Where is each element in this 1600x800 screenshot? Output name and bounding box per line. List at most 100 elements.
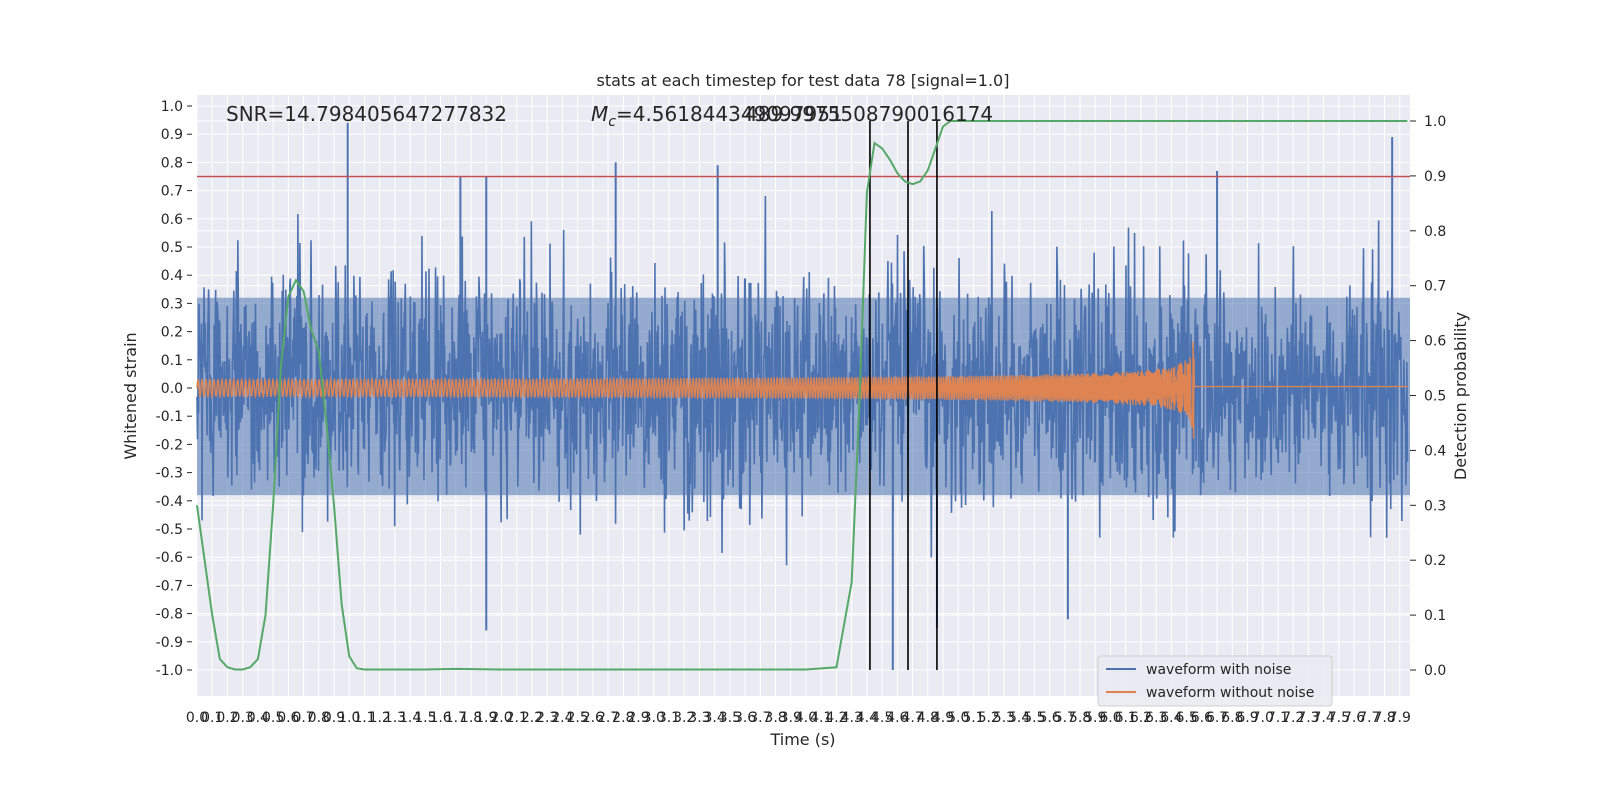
x-tick-label: 6.1	[1115, 710, 1137, 726]
x-tick-label: 4.8	[917, 710, 939, 726]
y2-tick-label: 1.0	[1424, 114, 1446, 130]
y-tick-labels: 1.0 0.9 0.8 0.7 0.6 0.5 0.4 0.3 0.2 0.1 0.0 -0.1 -0.…	[156, 99, 192, 679]
y-tick-label: 0.2	[161, 325, 183, 341]
mc-symbol: M	[591, 102, 608, 126]
y2-tick-label: 0.5	[1424, 389, 1446, 405]
y2-tick-label: 0.4	[1424, 443, 1446, 459]
x-tick-label: 5.6	[1038, 710, 1060, 726]
x-tick-label: 5.4	[1008, 710, 1030, 726]
x-tick-label: 0.9	[323, 710, 345, 726]
y-tick-label: 1.0	[161, 99, 183, 115]
y2-tick-labels: 1.0 0.9 0.8 0.7 0.6 0.5 0.4 0.3 0.2 0.1 0.0	[1410, 114, 1446, 679]
x-tick-label: 2.3	[536, 710, 558, 726]
x-tick-label: 0.5	[262, 710, 284, 726]
x-tick-label: 0.6	[277, 710, 299, 726]
x-tick-label: 3.6	[734, 710, 756, 726]
x-tick-label: 1.2	[369, 710, 391, 726]
y-tick-label: -0.9	[156, 635, 183, 651]
x-tick-label: 4.0	[795, 710, 817, 726]
legend-label-noise: waveform with noise	[1146, 662, 1291, 678]
x-tick-label: 6.8	[1221, 710, 1243, 726]
mc-annotation: Mc=4.561844349097951	[591, 102, 843, 130]
x-tick-label: 2.8	[612, 710, 634, 726]
legend: waveform with noise waveform without noi…	[1097, 655, 1333, 707]
y-tick-label: 0.4	[161, 268, 183, 284]
y-tick-label: 0.9	[161, 127, 183, 143]
x-tick-label: 0.0	[186, 710, 208, 726]
x-tick-label: 1.0	[338, 710, 360, 726]
mc-value: =4.561844349097951	[616, 102, 843, 126]
x-tick-label: 4.5	[871, 710, 893, 726]
x-tick-label: 1.4	[399, 710, 421, 726]
x-tick-label: 3.0	[643, 710, 665, 726]
x-tick-label: 2.2	[521, 710, 543, 726]
x-tick-label: 5.8	[1069, 710, 1091, 726]
x-tick-label: 4.4	[856, 710, 878, 726]
y-tick-label: 0.5	[161, 240, 183, 256]
y-tick-label: -0.6	[156, 550, 183, 566]
series-detection-probability	[196, 120, 1408, 671]
x-tick-label: 5.9	[1084, 710, 1106, 726]
y-tick-label: 0.7	[161, 184, 183, 200]
x-tick-label: 7.4	[1313, 710, 1335, 726]
x-tick-label: 0.3	[232, 710, 254, 726]
x-tick-label: 4.7	[901, 710, 923, 726]
x-tick-label: 7.5	[1328, 710, 1350, 726]
x-tick-label: 1.9	[475, 710, 497, 726]
x-tick-label: 0.8	[308, 710, 330, 726]
x-tick-label: 2.9	[627, 710, 649, 726]
y-tick-label: 0.8	[161, 155, 183, 171]
y-tick-label: 0.1	[161, 353, 183, 369]
y-tick-label: -0.5	[156, 522, 183, 538]
chart-title: stats at each timestep for test data 78 …	[597, 71, 1010, 90]
x-tick-label: 1.1	[353, 710, 375, 726]
x-tick-label: 7.0	[1252, 710, 1274, 726]
x-tick-label: 4.9	[932, 710, 954, 726]
x-tick-label: 6.6	[1191, 710, 1213, 726]
snr-annotation: SNR=14.798405647277832	[226, 102, 507, 126]
y2-tick-label: 0.8	[1424, 224, 1446, 240]
x-tick-label: 7.7	[1358, 710, 1380, 726]
x-tick-label: 6.5	[1175, 710, 1197, 726]
x-tick-label: 2.7	[597, 710, 619, 726]
x-tick-label: 2.5	[566, 710, 588, 726]
x-tick-label: 3.3	[688, 710, 710, 726]
x-tick-label: 7.2	[1282, 710, 1304, 726]
y2-axis-label: Detection probability	[1451, 312, 1470, 480]
x-tick-label: 4.2	[825, 710, 847, 726]
x-tick-label: 3.9	[780, 710, 802, 726]
y-axis-label: Whitened strain	[121, 332, 140, 459]
x-tick-label: 0.7	[292, 710, 314, 726]
x-tick-label: 5.3	[993, 710, 1015, 726]
x-tick-label: 1.6	[429, 710, 451, 726]
x-tick-label: 2.6	[582, 710, 604, 726]
x-tick-label: 0.2	[216, 710, 238, 726]
y-tick-label: -0.7	[156, 578, 183, 594]
x-tick-label: 2.0	[490, 710, 512, 726]
x-tick-label: 3.8	[764, 710, 786, 726]
x-tick-label: 7.9	[1389, 710, 1411, 726]
x-tick-label: 0.4	[247, 710, 269, 726]
x-tick-label: 4.1	[810, 710, 832, 726]
y-tick-label: -0.4	[156, 494, 183, 510]
y-tick-label: -1.0	[156, 663, 183, 679]
x-tick-label: 4.3	[841, 710, 863, 726]
x-tick-label: 1.8	[460, 710, 482, 726]
y2-tick-label: 0.6	[1424, 334, 1446, 350]
x-tick-label: 7.8	[1373, 710, 1395, 726]
y2-tick-label: 0.7	[1424, 279, 1446, 295]
y2-tick-label: 0.2	[1424, 553, 1446, 569]
y2-tick-label: 0.9	[1424, 169, 1446, 185]
x-tick-label: 1.5	[414, 710, 436, 726]
y-tick-label: -0.8	[156, 607, 183, 623]
y2-tick-label: 0.0	[1424, 663, 1446, 679]
y-tick-label: 0.0	[161, 381, 183, 397]
mc-subscript: c	[608, 114, 616, 130]
series-waveform-without-noise	[196, 341, 1408, 439]
y2-tick-label: 0.3	[1424, 498, 1446, 514]
x-tick-label: 6.4	[1160, 710, 1182, 726]
y-tick-label: -0.3	[156, 466, 183, 482]
x-tick-label: 6.9	[1236, 710, 1258, 726]
x-tick-label: 3.2	[673, 710, 695, 726]
